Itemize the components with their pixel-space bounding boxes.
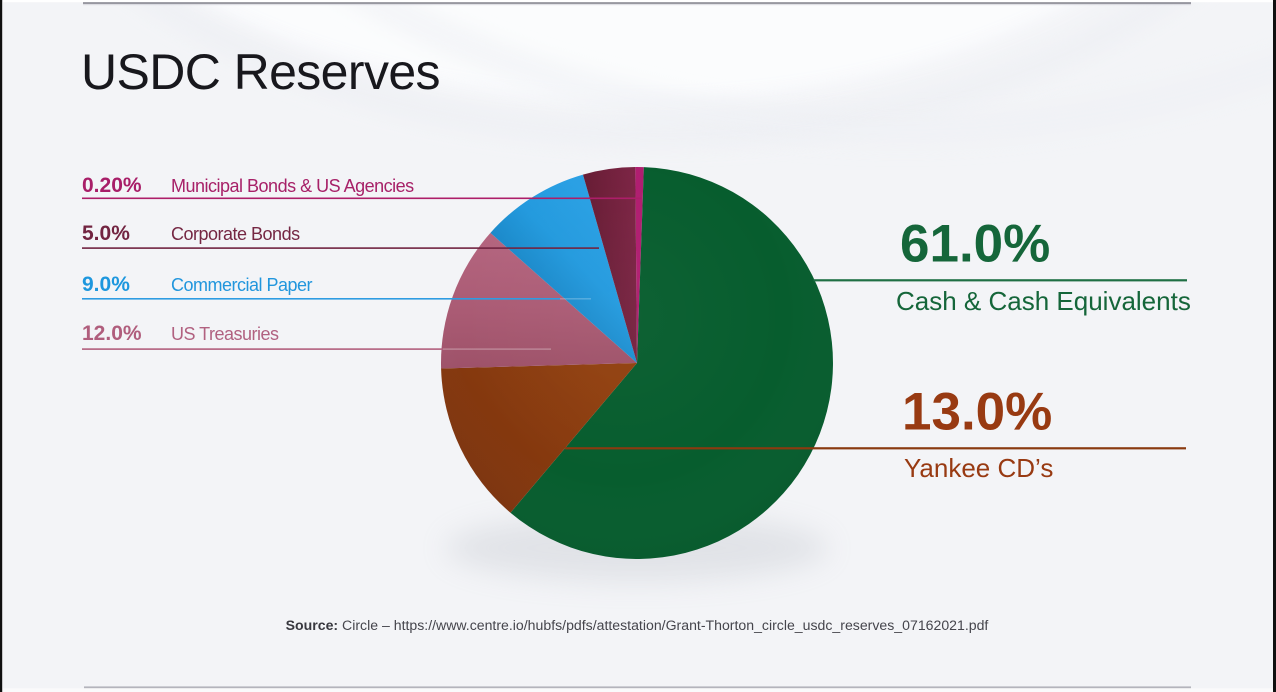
svg-text:61.0%: 61.0%	[900, 215, 1050, 274]
svg-text:Cash & Cash Equivalents: Cash & Cash Equivalents	[896, 286, 1191, 316]
svg-text:9.0%: 9.0%	[82, 273, 130, 296]
svg-text:Yankee CD’s: Yankee CD’s	[904, 453, 1053, 483]
svg-text:Commercial Paper: Commercial Paper	[171, 275, 313, 295]
svg-text:US Treasuries: US Treasuries	[171, 324, 279, 344]
svg-text:Corporate Bonds: Corporate Bonds	[171, 224, 300, 244]
svg-text:12.0%: 12.0%	[82, 322, 142, 345]
svg-text:5.0%: 5.0%	[82, 222, 130, 245]
svg-text:Municipal Bonds & US Agencies: Municipal Bonds & US Agencies	[171, 176, 414, 196]
svg-text:0.20%: 0.20%	[82, 174, 142, 197]
svg-text:USDC Reserves: USDC Reserves	[81, 44, 440, 100]
svg-text:13.0%: 13.0%	[902, 383, 1052, 442]
svg-text:Source: Circle – https://www.c: Source: Circle – https://www.centre.io/h…	[286, 617, 989, 633]
